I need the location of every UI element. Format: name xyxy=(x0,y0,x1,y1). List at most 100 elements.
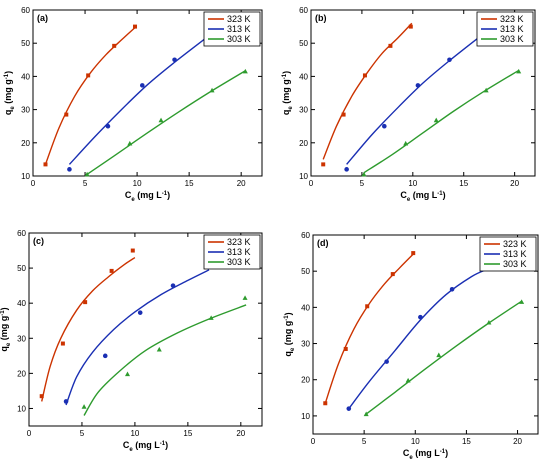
x-tick-label: 15 xyxy=(183,429,192,438)
y-tick-label: 40 xyxy=(21,72,30,81)
y-tick-label: 30 xyxy=(21,106,30,115)
data-point xyxy=(449,286,455,292)
x-tick-label: 20 xyxy=(510,179,519,188)
y-tick-label: 20 xyxy=(17,369,26,378)
data-point xyxy=(133,24,138,29)
legend-entry: 323 K xyxy=(227,237,251,247)
fit-curve xyxy=(65,269,210,406)
data-point xyxy=(156,346,162,352)
legend-entry: 303 K xyxy=(227,34,251,44)
series-323-k xyxy=(323,251,416,406)
y-tick-label: 50 xyxy=(299,39,308,48)
legend-entry: 323 K xyxy=(503,239,527,249)
fit-curve xyxy=(41,256,136,402)
panel-label: (c) xyxy=(33,236,44,246)
data-point xyxy=(139,83,145,88)
data-point xyxy=(519,299,525,304)
x-axis-label: Ce (mg L-1) xyxy=(125,190,170,203)
data-point xyxy=(170,283,176,288)
y-axis-label: qe (mg g-1) xyxy=(283,312,296,356)
data-point xyxy=(382,123,387,129)
x-axis-label: Ce (mg L-1) xyxy=(123,440,168,453)
data-point xyxy=(84,171,90,177)
plot-frame xyxy=(28,232,263,427)
fit-curve xyxy=(322,22,413,160)
data-point xyxy=(137,310,143,315)
fit-curve xyxy=(348,268,488,410)
x-tick-label: 10 xyxy=(408,179,417,188)
data-point xyxy=(127,140,133,146)
data-point xyxy=(388,43,393,48)
data-point xyxy=(64,112,69,117)
x-tick-label: 15 xyxy=(185,179,194,188)
data-point xyxy=(158,117,164,123)
data-point xyxy=(405,377,411,383)
legend-entry: 313 K xyxy=(500,24,524,34)
x-tick-label: 0 xyxy=(31,179,36,188)
x-axis-label: Ce (mg L-1) xyxy=(400,190,445,203)
legend-entry: 303 K xyxy=(227,257,251,267)
x-tick-label: 0 xyxy=(27,429,32,438)
data-point xyxy=(433,117,439,123)
data-point xyxy=(242,68,248,74)
data-point xyxy=(63,399,69,404)
series-323-k xyxy=(39,248,136,402)
series-303-k xyxy=(84,68,248,177)
data-point xyxy=(363,411,369,417)
y-tick-label: 60 xyxy=(21,6,30,15)
chart-panel-1: 0 5 10 15 20 10 20 30 40 50 60 Ce (mg L-1) qe (mg g-… xyxy=(3,6,263,203)
chart-panel-4: 0 5 10 15 20 10 20 30 40 50 60 Ce (mg L-1) qe (mg g-… xyxy=(283,231,539,461)
y-tick-label: 30 xyxy=(17,334,26,343)
data-point xyxy=(112,43,117,48)
y-tick-label: 10 xyxy=(299,172,308,181)
data-point xyxy=(81,404,87,409)
x-tick-label: 20 xyxy=(513,437,522,446)
data-point xyxy=(109,268,114,273)
data-point xyxy=(384,359,389,364)
legend-entry: 313 K xyxy=(227,24,251,34)
data-point xyxy=(411,251,416,256)
x-tick-label: 15 xyxy=(462,437,471,446)
x-tick-label: 15 xyxy=(459,179,468,188)
fit-curve xyxy=(44,26,137,165)
fit-curve xyxy=(324,252,415,404)
series-323-k xyxy=(321,22,413,167)
y-tick-label: 50 xyxy=(17,264,26,273)
data-point xyxy=(346,406,352,411)
panel-label: (a) xyxy=(37,13,48,23)
y-tick-label: 10 xyxy=(17,404,26,413)
data-point xyxy=(130,248,135,253)
data-point xyxy=(67,167,72,172)
legend-entry: 313 K xyxy=(503,249,527,259)
data-point xyxy=(124,371,130,377)
data-point xyxy=(516,68,522,74)
data-point xyxy=(483,87,489,93)
y-tick-label: 40 xyxy=(299,72,308,81)
y-tick-label: 10 xyxy=(301,412,310,421)
legend-entry: 323 K xyxy=(227,14,251,24)
data-point xyxy=(343,346,348,351)
data-point xyxy=(321,162,326,167)
y-tick-label: 40 xyxy=(301,303,310,312)
y-tick-label: 10 xyxy=(21,172,30,181)
panel-label: (d) xyxy=(317,238,329,248)
y-tick-label: 50 xyxy=(301,267,310,276)
data-point xyxy=(60,341,65,346)
series-303-k xyxy=(363,299,525,417)
data-point xyxy=(418,314,423,320)
data-point xyxy=(105,123,111,129)
data-point xyxy=(390,272,395,277)
data-point xyxy=(408,24,413,29)
x-tick-label: 10 xyxy=(411,437,420,446)
data-point xyxy=(208,315,214,320)
x-tick-label: 10 xyxy=(133,179,142,188)
x-tick-label: 5 xyxy=(360,179,365,188)
x-tick-label: 10 xyxy=(130,429,139,438)
y-tick-label: 20 xyxy=(301,376,310,385)
y-axis-label: qe (mg g-1) xyxy=(0,307,12,351)
